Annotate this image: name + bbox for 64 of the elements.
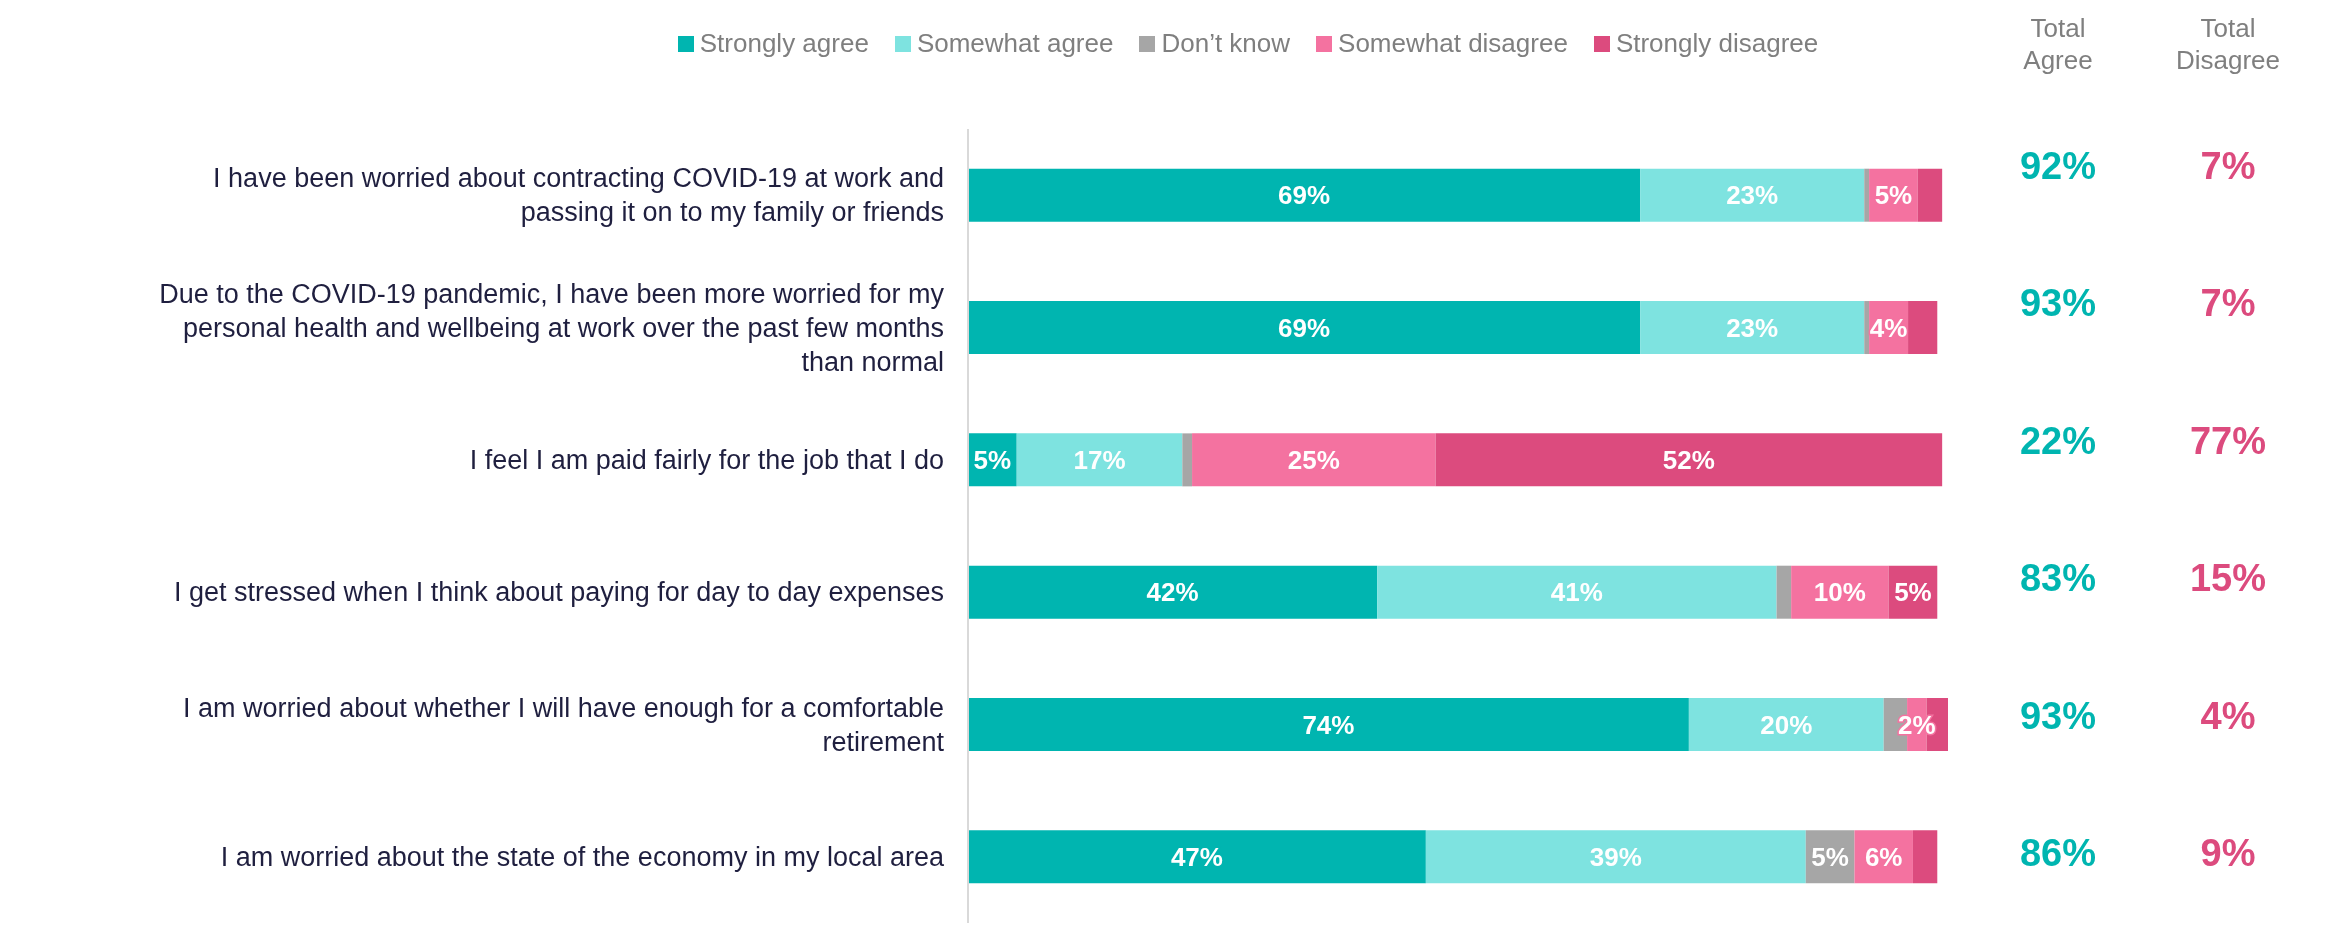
data-label: 42%	[1146, 577, 1199, 608]
bar	[968, 301, 1641, 355]
text: 9%	[2199, 832, 2257, 876]
text: 4%	[2199, 694, 2257, 738]
data-label: 25%	[1287, 444, 1340, 475]
bar	[1912, 830, 1938, 884]
data-label: 69%	[1278, 312, 1331, 343]
data-label: 4%	[1869, 312, 1908, 343]
data-label: 5%	[1874, 180, 1913, 211]
legend-label: Strongly disagree	[1614, 28, 1819, 59]
bar	[1435, 433, 1943, 487]
data-label: 17%	[1073, 444, 1126, 475]
y-tick-label: Due to the COVID-19 pandemic, I have been more worried for my personal health and wellbeing at work over the past few months than normal	[159, 278, 945, 377]
y-tick-label: I am worried about whether I will have enough for a comfortable retirement	[183, 692, 945, 757]
bar	[1640, 301, 1865, 355]
y-tick-label: I feel I am paid fairly for the job that I do	[469, 444, 944, 475]
data-label: 69%	[1278, 180, 1331, 211]
bar	[1425, 830, 1806, 884]
bar	[968, 698, 1689, 752]
y-tick-label: I am worried about the state of the economy in my local area	[220, 841, 945, 872]
text: 77%	[2188, 419, 2268, 463]
bar	[968, 565, 1378, 619]
text: 22%	[2018, 419, 2098, 463]
text: 92%	[2018, 144, 2098, 188]
data-label: 10%	[1813, 577, 1866, 608]
data-label: 41%	[1550, 577, 1603, 608]
data-label: 47%	[1170, 841, 1223, 872]
text: 83%	[2018, 557, 2098, 601]
data-label: 23%	[1726, 180, 1779, 211]
bar	[1182, 433, 1193, 487]
data-label: 52%	[1662, 444, 1715, 475]
bar	[1640, 168, 1865, 222]
bar	[1864, 301, 1870, 355]
bar	[1192, 433, 1436, 487]
text: 86%	[2018, 832, 2098, 876]
bar	[1864, 168, 1870, 222]
data-label: 5%	[1811, 841, 1849, 872]
data-label: 23%	[1726, 312, 1779, 343]
bar	[1688, 698, 1884, 752]
y-tick-label: I have been worried about contracting COVID-19 at work and passing it on to my family or friends	[213, 163, 944, 228]
data-label: 39%	[1589, 841, 1642, 872]
y-tick-label: I get stressed when I think about paying for day to day expenses	[174, 577, 944, 608]
data-label: 20%	[1760, 709, 1813, 740]
text: 93%	[2018, 282, 2098, 326]
legend-label: Somewhat agree	[915, 28, 1114, 59]
text: 7%	[2199, 282, 2257, 326]
text: Total Agree	[2022, 12, 2094, 76]
bar	[968, 168, 1641, 222]
legend-label: Strongly agree	[698, 28, 869, 59]
data-label: 74%	[1302, 709, 1355, 740]
bar	[1917, 168, 1943, 222]
data-label: 6%	[1864, 841, 1903, 872]
data-label: 5%	[1894, 577, 1932, 608]
bar	[1776, 565, 1792, 619]
bar	[968, 830, 1426, 884]
text: 15%	[2188, 557, 2268, 601]
bar	[1908, 301, 1938, 355]
text: 93%	[2018, 694, 2098, 738]
legend-label: Don’t know	[1160, 28, 1291, 59]
bar	[1377, 565, 1777, 619]
data-label: 5%	[973, 444, 1012, 475]
legend-label: Somewhat disagree	[1337, 28, 1568, 59]
text: Total Disagree	[2174, 12, 2282, 76]
text: 7%	[2199, 144, 2257, 188]
